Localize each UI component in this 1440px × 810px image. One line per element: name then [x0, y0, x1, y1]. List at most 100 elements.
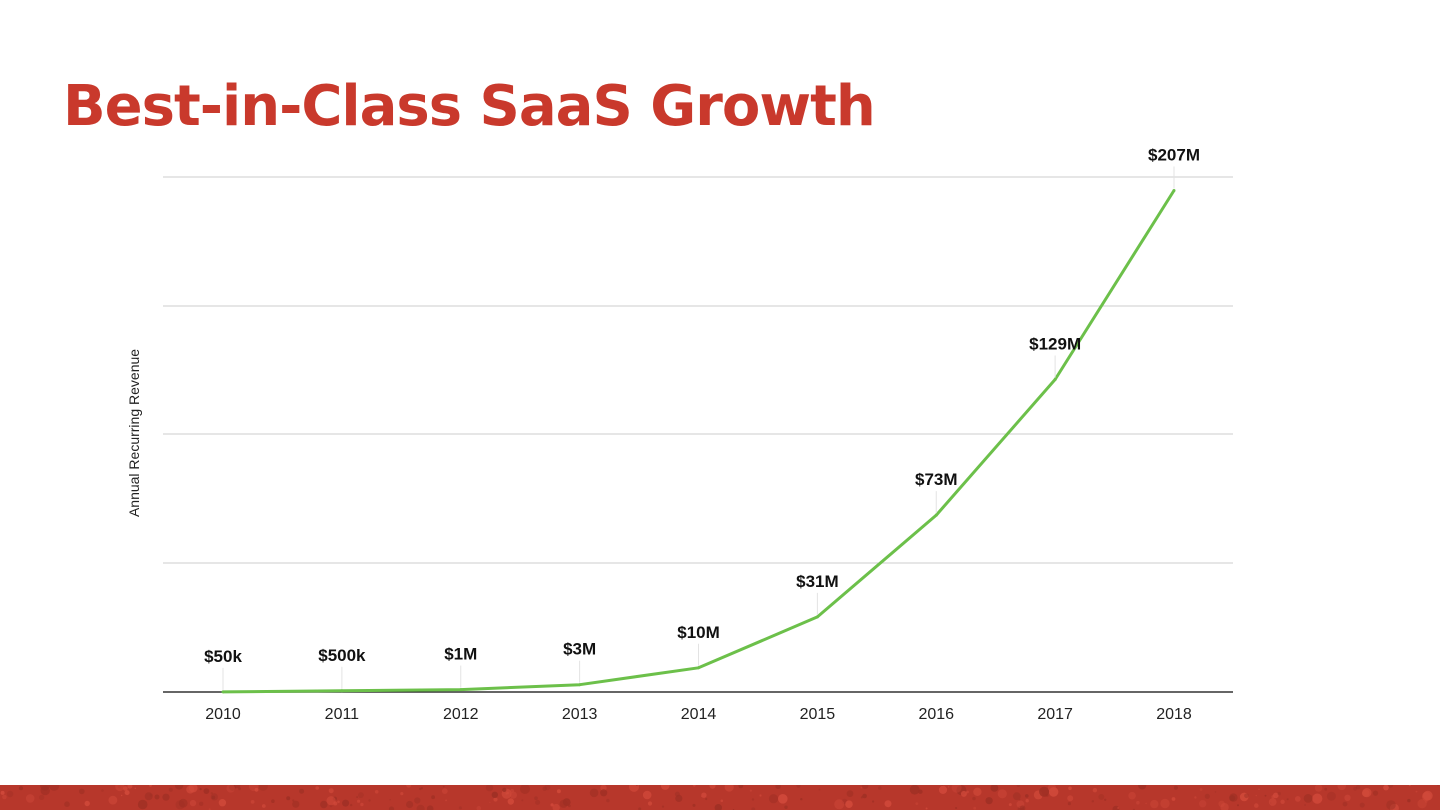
texture-speck [292, 799, 295, 802]
texture-speck [784, 805, 788, 809]
texture-speck [638, 807, 642, 810]
texture-speck [972, 796, 976, 801]
texture-speck [254, 787, 259, 792]
texture-speck [1408, 785, 1411, 787]
texture-speck [1171, 797, 1176, 801]
texture-speck [1388, 785, 1394, 788]
texture-speck [117, 785, 121, 789]
x-tick-label: 2017 [1037, 706, 1073, 723]
footer-band [0, 785, 1440, 810]
texture-speck [360, 802, 364, 807]
texture-speck [358, 792, 364, 798]
texture-speck [226, 785, 235, 793]
texture-speck [759, 794, 762, 797]
data-label: $3M [563, 640, 596, 659]
texture-speck [692, 803, 696, 807]
texture-speck [178, 798, 188, 808]
texture-speck [973, 787, 982, 796]
x-tick-label: 2012 [443, 706, 479, 723]
texture-speck [1361, 789, 1370, 797]
texture-speck [660, 785, 670, 790]
texture-speck [629, 785, 639, 792]
texture-speck [1199, 800, 1207, 808]
texture-speck [990, 785, 999, 792]
texture-speck [292, 800, 300, 808]
texture-speck [834, 799, 845, 810]
data-label: $31M [796, 572, 839, 591]
texture-speck [846, 790, 854, 797]
texture-speck [1117, 807, 1120, 809]
texture-speck [600, 789, 608, 797]
texture-speck [800, 798, 803, 801]
texture-speck [925, 807, 928, 810]
texture-speck [368, 799, 371, 802]
gridlines [163, 176, 1233, 564]
texture-speck [966, 790, 969, 794]
texture-speck [861, 785, 869, 789]
texture-speck [493, 797, 498, 802]
texture-speck [720, 799, 724, 803]
texture-speck [1091, 800, 1095, 803]
series-line-layer [221, 188, 1176, 694]
texture-speck [211, 795, 216, 800]
texture-speck [1150, 799, 1159, 809]
texture-speck [1244, 793, 1249, 799]
texture-speck [1359, 802, 1365, 808]
texture-speck [388, 806, 395, 810]
texture-speck [419, 787, 422, 791]
data-point [815, 615, 819, 619]
texture-speck [510, 788, 515, 793]
texture-speck [636, 785, 638, 786]
texture-speck [1098, 794, 1105, 800]
texture-speck [189, 799, 197, 807]
texture-speck [250, 800, 255, 804]
texture-speck [458, 806, 462, 810]
data-point [697, 666, 700, 670]
texture-speck [1294, 796, 1301, 802]
texture-speck [1160, 798, 1170, 809]
texture-speck [520, 785, 530, 794]
texture-speck [64, 801, 70, 807]
texture-speck [1337, 785, 1346, 791]
texture-speck [199, 801, 204, 806]
texture-speck [489, 801, 491, 804]
x-tick-label: 2013 [562, 706, 598, 723]
texture-speck [229, 785, 236, 791]
texture-speck [203, 788, 210, 794]
texture-speck [884, 800, 892, 808]
texture-speck [1312, 793, 1323, 804]
texture-speck [1194, 796, 1197, 799]
texture-speck [675, 794, 683, 802]
texture-speck [1047, 785, 1057, 792]
texture-speck [502, 787, 507, 792]
x-tick-label: 2018 [1156, 706, 1192, 723]
texture-speck [39, 794, 45, 800]
texture-speck [1353, 786, 1357, 791]
texture-speck [1303, 794, 1313, 803]
texture-speck [79, 788, 85, 795]
texture-speck [350, 803, 353, 807]
x-tick-label: 2010 [205, 706, 241, 723]
texture-speck [1425, 800, 1428, 803]
texture-speck [559, 799, 568, 808]
texture-speck [1344, 794, 1351, 801]
texture-speck [973, 806, 977, 810]
texture-speck [84, 800, 90, 807]
texture-speck [705, 797, 708, 801]
slide-title: Best-in-Class SaaS Growth [63, 74, 876, 139]
texture-speck [115, 785, 125, 792]
data-labels: $50k $500k $1M $3M $10M $31M $73M $129M $207M [204, 145, 1200, 690]
x-tick-labels: 2010 2011 2012 2013 2014 2015 2016 2017 2018 [205, 706, 1192, 723]
texture-speck [442, 785, 445, 788]
texture-speck [701, 792, 707, 798]
texture-speck [1268, 798, 1277, 806]
texture-speck [550, 803, 554, 807]
texture-speck [40, 785, 50, 796]
data-point [578, 683, 582, 687]
texture-speck [174, 785, 184, 790]
texture-speck [775, 785, 781, 789]
texture-speck [137, 799, 148, 810]
texture-speck [357, 799, 361, 803]
texture-speck [985, 797, 993, 805]
texture-speck [476, 805, 482, 810]
